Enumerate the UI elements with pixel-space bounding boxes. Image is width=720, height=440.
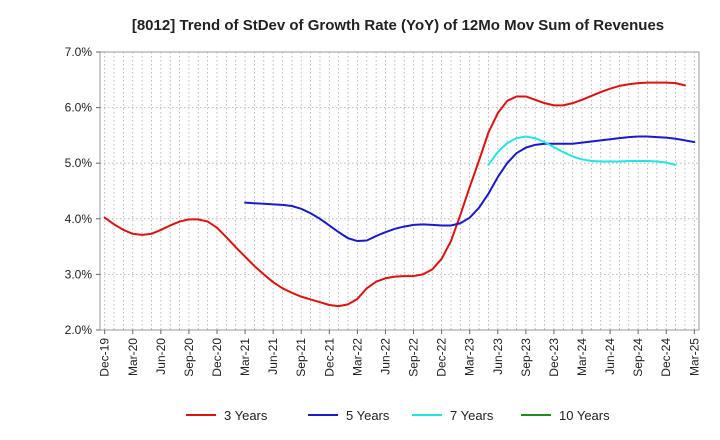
series-line-3-years — [103, 81, 686, 308]
y-tick-label: 2.0% — [65, 323, 93, 337]
y-tick-label: 4.0% — [65, 212, 93, 226]
x-axis-ticks: Dec-19 Mar-20 Jun-20 Sep-20 Dec-20 Mar-21 Jun-… — [98, 330, 701, 377]
x-tick-label: Dec-19 — [98, 338, 112, 377]
x-tick-label: Mar-22 — [350, 338, 364, 376]
x-tick-label: Sep-23 — [519, 338, 533, 377]
x-tick-label: Jun-23 — [491, 338, 505, 375]
grid — [100, 51, 699, 331]
x-tick-label: Dec-21 — [322, 338, 336, 377]
series-line-5-years — [244, 135, 696, 243]
x-tick-label: Jun-24 — [603, 338, 617, 375]
x-tick-label: Dec-24 — [659, 338, 673, 377]
legend-label-7-years: 7 Years — [450, 408, 494, 423]
legend-label-5-years: 5 Years — [346, 408, 390, 423]
x-tick-label: Mar-24 — [575, 338, 589, 376]
x-tick-label: Mar-20 — [126, 338, 140, 376]
x-tick-label: Jun-22 — [378, 338, 392, 375]
x-tick-label: Mar-25 — [687, 338, 701, 376]
y-axis-ticks: 2.0% 3.0% 4.0% 5.0% 6.0% 7.0% — [65, 45, 100, 337]
x-tick-label: Jun-21 — [266, 338, 280, 375]
x-tick-label: Sep-20 — [182, 338, 196, 377]
legend: 3 Years 5 Years 7 Years 10 Years — [186, 408, 610, 423]
y-tick-label: 5.0% — [65, 156, 93, 170]
x-tick-label: Sep-24 — [631, 338, 645, 377]
x-tick-label: Dec-20 — [210, 338, 224, 377]
y-tick-label: 3.0% — [65, 267, 93, 281]
plot-frame — [99, 51, 700, 331]
chart-title: [8012] Trend of StDev of Growth Rate (Yo… — [132, 17, 664, 34]
x-tick-label: Mar-23 — [463, 338, 477, 376]
x-tick-label: Dec-23 — [547, 338, 561, 377]
legend-label-3-years: 3 Years — [224, 408, 268, 423]
series-lines — [103, 81, 696, 308]
series-line-7-years — [487, 135, 677, 166]
x-tick-label: Dec-22 — [435, 338, 449, 377]
x-tick-label: Sep-22 — [407, 338, 421, 377]
y-tick-label: 7.0% — [65, 45, 93, 59]
x-tick-label: Jun-20 — [154, 338, 168, 375]
x-tick-label: Mar-21 — [238, 338, 252, 376]
x-tick-label: Sep-21 — [294, 338, 308, 377]
y-tick-label: 6.0% — [65, 101, 93, 115]
legend-label-10-years: 10 Years — [559, 408, 610, 423]
